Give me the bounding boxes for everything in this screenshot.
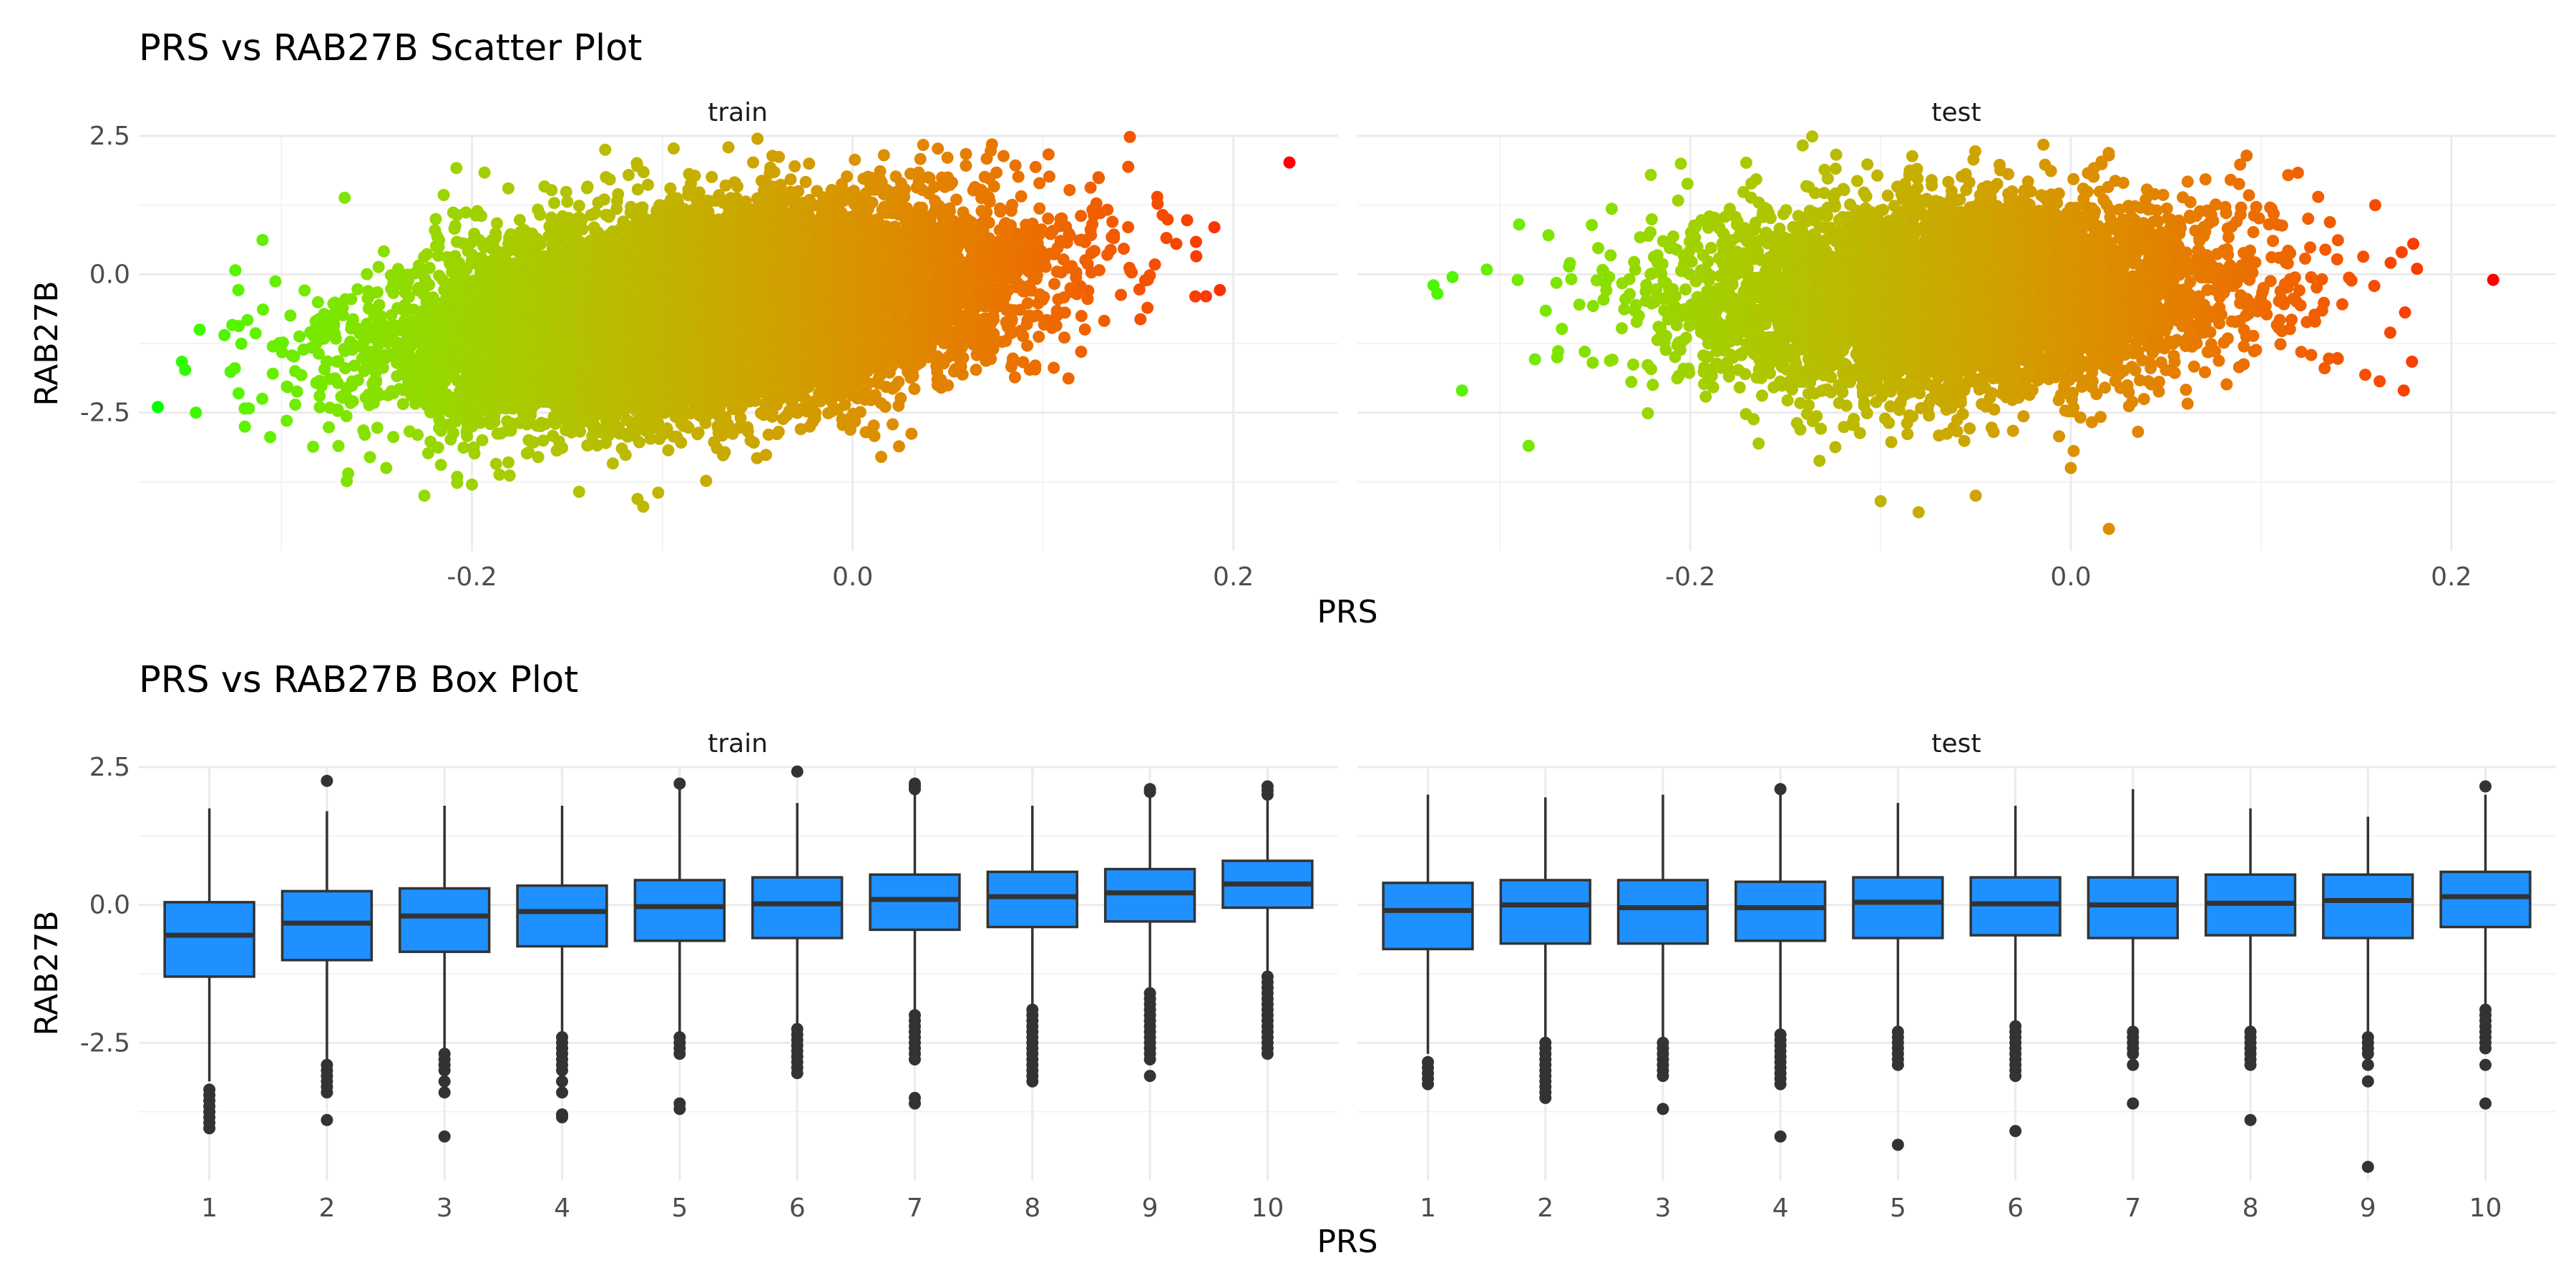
scatter-point	[275, 346, 288, 358]
scatter-point	[311, 296, 324, 308]
scatter-point	[280, 414, 293, 427]
scatter-point	[1033, 177, 1046, 190]
scatter-point	[502, 456, 514, 469]
scatter-point	[623, 169, 635, 182]
scatter-point	[284, 309, 297, 322]
scatter-point	[1098, 314, 1111, 327]
scatter-point	[1033, 331, 1045, 343]
scatter-point	[433, 421, 446, 434]
scatter-point	[1029, 160, 1042, 173]
scatter-point	[387, 431, 400, 444]
scatter-point	[532, 203, 545, 216]
scatter-point	[668, 142, 680, 155]
scatter-point	[1062, 372, 1075, 385]
scatter-point	[433, 269, 446, 282]
scatter-point	[1075, 210, 1088, 223]
scatter-point	[1190, 235, 1202, 248]
scatter-point	[652, 487, 665, 499]
scatter-point	[364, 451, 376, 464]
scatter-point	[1122, 221, 1135, 233]
scatter-point	[914, 152, 927, 165]
scatter-point	[741, 421, 753, 434]
scatter-point	[997, 150, 1010, 162]
scatter-point	[266, 367, 279, 380]
scatter-point	[232, 283, 245, 296]
scatter-point	[450, 162, 463, 175]
scatter-point	[1199, 290, 1212, 303]
scatter-panel-train: train 2.50.0-2.5 -0.2 0.0 0.2	[80, 98, 1338, 592]
scatter-point	[1012, 170, 1025, 183]
scatter-point	[722, 141, 735, 154]
scatter-point	[434, 459, 447, 472]
scatter-point	[377, 245, 390, 258]
scatter-point	[448, 223, 461, 235]
scatter-point	[1075, 310, 1088, 323]
scatter-point	[289, 399, 302, 411]
scatter-point	[249, 327, 262, 340]
scatter-point	[323, 421, 336, 434]
scatter-point	[1015, 190, 1028, 203]
scatter-plot: train 2.50.0-2.5 -0.2 0.0 0.2 test -0.2 0.0…	[29, 98, 2556, 630]
scatter-point	[238, 420, 251, 433]
scatter-point	[615, 442, 628, 455]
scatter-point	[373, 298, 386, 311]
scatter-point	[1084, 181, 1097, 194]
scatter-point	[662, 444, 675, 457]
scatter-point	[429, 224, 441, 237]
scatter-point	[269, 275, 282, 288]
scatter-point	[1106, 215, 1119, 228]
scatter-point	[1033, 202, 1046, 215]
scatter-point	[293, 330, 306, 343]
scatter-point	[372, 260, 385, 273]
scatter-plot-title: PRS vs RAB27B Scatter Plot	[139, 27, 642, 69]
box-plot-title: PRS vs RAB27B Box Plot	[139, 659, 578, 701]
scatter-point	[361, 268, 374, 280]
scatter-point	[235, 337, 248, 350]
scatter-point	[941, 151, 954, 164]
scatter-point	[396, 398, 409, 411]
scatter-point	[1009, 159, 1022, 172]
scatter-point	[612, 187, 625, 200]
scatter-point	[502, 182, 514, 195]
scatter-point	[1078, 323, 1091, 336]
